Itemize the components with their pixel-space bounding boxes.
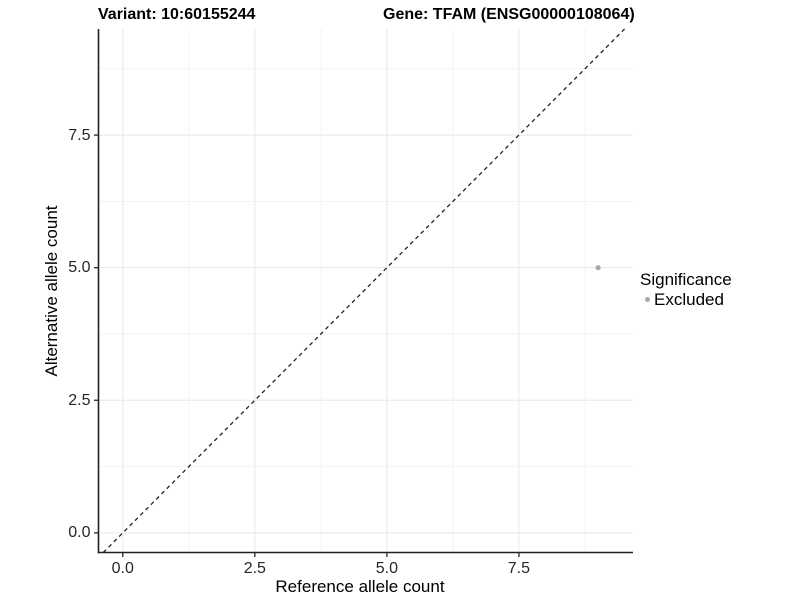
identity-dashed-line [102,28,626,553]
legend-item-label: Excluded [654,290,724,309]
legend-items: Excluded [640,290,732,309]
plot-title-gene: Gene: TFAM (ENSG00000108064) [383,6,635,23]
y-tick-label: 7.5 [68,126,91,144]
data-point [595,265,601,271]
legend-item: Excluded [640,290,732,309]
x-axis-title: Reference allele count [275,577,445,596]
x-tick-label: 2.5 [243,560,266,577]
legend-title: Significance [640,270,732,289]
x-tick-label: 5.0 [375,560,398,577]
y-tick-label: 2.5 [68,391,91,409]
y-tick-label: 0.0 [68,524,91,542]
y-axis-title: Alternative allele count [42,205,61,377]
legend-key-dot-icon [645,297,650,302]
legend: Significance Excluded [640,270,732,309]
y-tick-label: 5.0 [68,259,91,277]
plot-title-variant: Variant: 10:60155244 [98,6,256,23]
x-tick-label: 7.5 [507,560,531,577]
x-tick-label: 0.0 [111,560,134,577]
